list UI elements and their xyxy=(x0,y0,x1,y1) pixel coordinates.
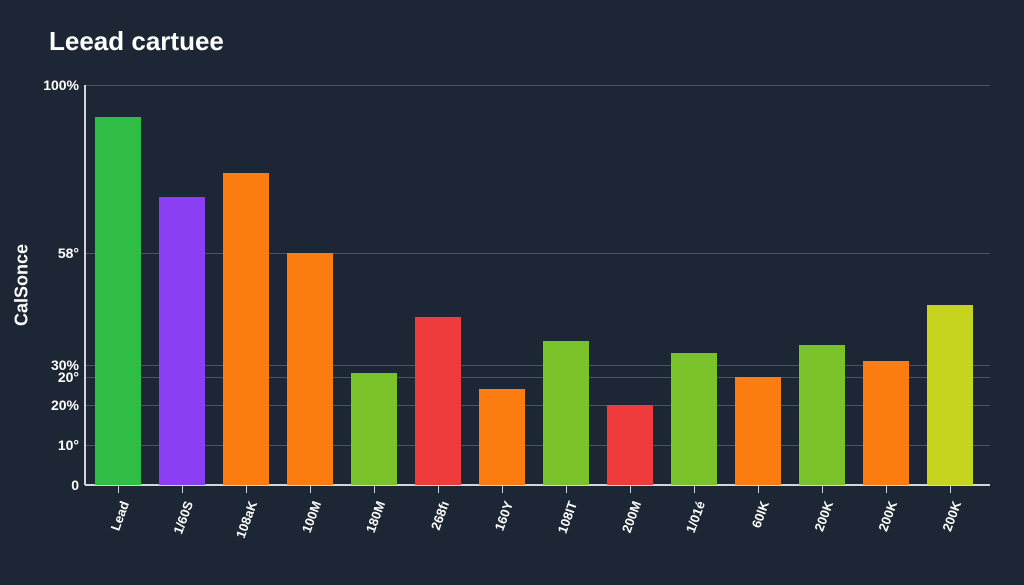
x-tick-label: 108aK xyxy=(233,499,260,540)
x-tick-mark xyxy=(566,485,567,493)
y-axis-label: CalSonce xyxy=(12,244,33,326)
y-tick-label: 58° xyxy=(58,245,79,261)
x-tick-label: 108IT xyxy=(555,499,580,535)
gridline xyxy=(85,85,990,86)
x-tick-mark xyxy=(182,485,183,493)
y-tick-label: 10° xyxy=(58,437,79,453)
gridline xyxy=(85,377,990,378)
x-tick-label: 1/01é xyxy=(683,499,708,535)
x-tick-label: 200K xyxy=(939,499,964,533)
x-tick-label: 180M xyxy=(363,499,388,535)
bar xyxy=(223,173,269,485)
chart-canvas: Leead cartuee CalSonce 010°20%20°30%58°1… xyxy=(0,0,1024,585)
x-tick-label: 60lK xyxy=(749,499,772,530)
x-tick-label: Lead xyxy=(108,499,132,533)
gridline xyxy=(85,405,990,406)
bar xyxy=(927,305,973,485)
gridline xyxy=(85,445,990,446)
bar xyxy=(479,389,525,485)
x-tick-label: 200K xyxy=(811,499,836,533)
x-tick-label: 200K xyxy=(875,499,900,533)
x-tick-label: 160Y xyxy=(492,499,516,533)
bar xyxy=(735,377,781,485)
x-tick-label: 1/60S xyxy=(170,499,196,536)
x-tick-label: 100M xyxy=(299,499,324,535)
x-tick-mark xyxy=(374,485,375,493)
x-tick-mark xyxy=(822,485,823,493)
x-axis xyxy=(85,484,990,486)
x-tick-mark xyxy=(758,485,759,493)
x-tick-mark xyxy=(694,485,695,493)
bar xyxy=(415,317,461,485)
x-tick-mark xyxy=(310,485,311,493)
x-tick-mark xyxy=(502,485,503,493)
chart-title: Leead cartuee xyxy=(49,26,224,57)
x-tick-mark xyxy=(886,485,887,493)
gridline xyxy=(85,365,990,366)
x-tick-mark xyxy=(950,485,951,493)
x-tick-mark xyxy=(246,485,247,493)
y-tick-label: 100% xyxy=(43,77,79,93)
x-tick-label: 268fı xyxy=(428,499,452,532)
x-tick-mark xyxy=(438,485,439,493)
x-tick-mark xyxy=(118,485,119,493)
bar xyxy=(799,345,845,485)
y-tick-label: 20% xyxy=(51,397,79,413)
bar xyxy=(159,197,205,485)
bar xyxy=(671,353,717,485)
x-tick-mark xyxy=(630,485,631,493)
bar xyxy=(95,117,141,485)
y-tick-label: 30% xyxy=(51,357,79,373)
bar xyxy=(543,341,589,485)
bar xyxy=(287,253,333,485)
gridline xyxy=(85,253,990,254)
x-tick-label: 200M xyxy=(619,499,644,535)
y-axis xyxy=(84,85,86,485)
bar xyxy=(607,405,653,485)
y-tick-label: 0 xyxy=(71,477,79,493)
bar xyxy=(351,373,397,485)
bar xyxy=(863,361,909,485)
